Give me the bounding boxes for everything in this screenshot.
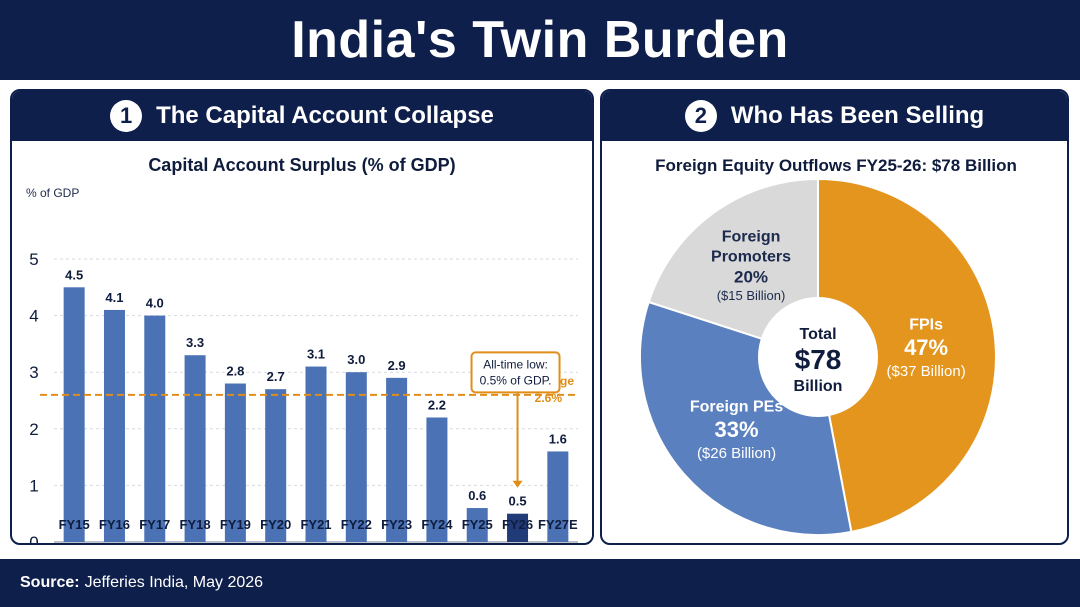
bar-value-label: 2.7 xyxy=(267,369,285,384)
x-tick-label: FY17 xyxy=(139,517,170,532)
footer-source: Source: Jefferies India, May 2026 xyxy=(0,559,1080,607)
source-label: Source: xyxy=(20,574,80,591)
slice-percent: 47% xyxy=(904,335,948,360)
equity-outflows-panel: 2 Who Has Been Selling Foreign Equity Ou… xyxy=(600,89,1069,545)
x-tick-label: FY24 xyxy=(421,517,453,532)
center-label-line-1: Total xyxy=(799,326,836,343)
x-tick-label: FY20 xyxy=(260,517,291,532)
y-tick-label: 5 xyxy=(29,250,38,269)
bar-value-label: 2.8 xyxy=(226,364,244,379)
x-tick-label: FY21 xyxy=(300,517,331,532)
x-tick-label: FY26 xyxy=(502,517,533,532)
y-tick-label: 1 xyxy=(29,476,38,495)
panel-number-badge: 2 xyxy=(684,100,717,132)
x-tick-label: FY25 xyxy=(462,517,493,532)
bar-fy23 xyxy=(386,377,408,542)
bar-value-label: 4.5 xyxy=(65,267,83,282)
page-title: India's Twin Burden xyxy=(291,11,789,69)
x-tick-label: FY15 xyxy=(59,517,90,532)
panel-header-left: 1 The Capital Account Collapse xyxy=(12,91,592,141)
center-label-line-2: $78 xyxy=(795,344,842,375)
slice-percent: 20% xyxy=(734,268,768,287)
chart-title: Capital Account Surplus (% of GDP) xyxy=(148,155,455,175)
panel-title-right: Who Has Been Selling xyxy=(730,102,985,129)
bar-chart: Capital Account Surplus (% of GDP) % of G… xyxy=(26,155,578,543)
y-axis-label: % of GDP xyxy=(26,186,79,200)
bar-value-label: 3.0 xyxy=(347,352,365,367)
bar-fy17 xyxy=(144,315,166,542)
bar-fy15 xyxy=(63,287,85,542)
y-tick-label: 2 xyxy=(29,420,38,439)
bar-value-label: 4.1 xyxy=(105,290,123,305)
pie-slice-0 xyxy=(817,177,997,534)
slice-amount: ($37 Billion) xyxy=(886,363,965,380)
header-banner: India's Twin Burden xyxy=(0,0,1080,80)
slice-percent: 33% xyxy=(715,417,759,442)
slice-name: FPIs xyxy=(909,316,943,333)
bar-value-label: 1.6 xyxy=(549,431,567,446)
pie-center-hole xyxy=(758,297,878,417)
panel-title-left: The Capital Account Collapse xyxy=(156,102,494,129)
bar-value-label: 2.2 xyxy=(428,397,446,412)
x-tick-label: FY19 xyxy=(220,517,251,532)
annotation-line-2: 0.5% of GDP. xyxy=(480,373,552,387)
bar-fy18 xyxy=(184,355,206,542)
bar-fy19 xyxy=(224,383,246,542)
center-label-line-3: Billion xyxy=(794,378,843,395)
pie-chart: Foreign Equity Outflows FY25-26: $78 Bil… xyxy=(639,156,1017,536)
x-tick-label: FY23 xyxy=(381,517,412,532)
bar-fy20 xyxy=(265,389,287,542)
annotation-line-1: All-time low: xyxy=(483,357,548,371)
x-tick-label: FY16 xyxy=(99,517,130,532)
slice-amount: ($15 Billion) xyxy=(717,288,786,303)
y-tick-label: 3 xyxy=(29,363,38,382)
bar-value-label: 3.1 xyxy=(307,347,325,362)
annotation-box xyxy=(470,351,561,394)
panel-number-badge: 1 xyxy=(110,100,143,132)
annotation-arrow-head xyxy=(512,480,523,488)
slice-amount: ($26 Billion) xyxy=(697,445,776,462)
bar-value-label: 0.6 xyxy=(468,488,486,503)
pie-slice-2 xyxy=(647,177,819,359)
bar-fy26 xyxy=(507,513,529,542)
slice-name: Foreign PEs xyxy=(690,398,783,415)
bar-fy16 xyxy=(103,309,125,542)
bar-value-label: 4.0 xyxy=(146,296,164,311)
bar-value-label: 2.9 xyxy=(388,358,406,373)
bar-fy21 xyxy=(305,366,327,542)
bar-fy24 xyxy=(426,417,448,542)
slice-name: Foreign xyxy=(722,229,781,246)
y-tick-label: 0 xyxy=(29,533,38,543)
panel-header-right: 2 Who Has Been Selling xyxy=(602,91,1067,141)
slice-name: Promoters xyxy=(711,249,791,266)
bar-fy27e xyxy=(547,451,569,542)
bar-value-label: 3.3 xyxy=(186,335,204,350)
x-tick-label: FY18 xyxy=(180,517,211,532)
x-tick-label: FY27E xyxy=(538,517,578,532)
chart-title: Foreign Equity Outflows FY25-26: $78 Bil… xyxy=(655,156,1017,175)
average-line-value: 2.6% xyxy=(535,391,563,405)
bar-value-label: 0.5 xyxy=(508,494,526,509)
x-tick-label: FY22 xyxy=(341,517,372,532)
capital-account-panel: 1 The Capital Account Collapse Capital A… xyxy=(10,89,594,545)
bar-fy25 xyxy=(466,508,488,542)
y-tick-label: 4 xyxy=(29,307,38,326)
bar-fy22 xyxy=(345,372,367,542)
source-text: Jefferies India, May 2026 xyxy=(84,574,264,591)
